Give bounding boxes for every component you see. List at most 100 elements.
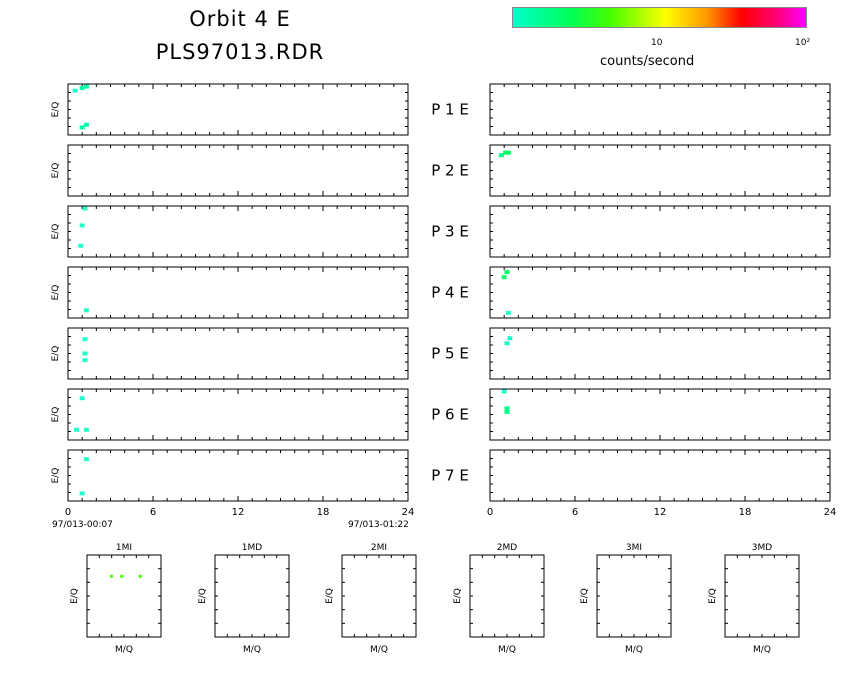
y-axis-label: E/Q <box>51 346 61 362</box>
mq-x-axis-label: M/Q <box>498 645 516 655</box>
left-panel-3-data-cell <box>82 206 88 211</box>
mq-x-axis-label: M/Q <box>115 645 133 655</box>
mq-y-axis-label: E/Q <box>708 588 718 604</box>
left-panel-4-frame <box>67 266 409 319</box>
left-panel-5-frame <box>67 327 409 380</box>
panel-label: P 4 E <box>431 284 469 302</box>
mq-x-axis-label: M/Q <box>370 645 388 655</box>
colorbar-tick-10: 10 <box>651 38 663 48</box>
panel-label: P 3 E <box>431 223 469 241</box>
left-panel-7-data-cell <box>79 491 85 496</box>
mq-y-axis-label: E/Q <box>70 588 80 604</box>
right-panel-2-frame <box>489 144 831 197</box>
right-x-tick-label: 24 <box>824 507 837 518</box>
x-end-time-label: 97/013-01:22 <box>348 520 409 530</box>
panel-label: P 1 E <box>431 101 469 119</box>
mq-panel-title: 2MI <box>371 543 387 553</box>
panel-label: P 2 E <box>431 162 469 180</box>
left-panel-1-data-cell <box>79 125 85 130</box>
left-panel-3-frame <box>67 205 409 258</box>
mq-y-axis-label: E/Q <box>580 588 590 604</box>
y-axis-label: E/Q <box>51 224 61 240</box>
mq-panel-1MI-data-cell <box>138 574 142 578</box>
y-axis-label: E/Q <box>51 163 61 179</box>
mq-y-axis-label: E/Q <box>325 588 335 604</box>
panel-label: P 5 E <box>431 345 469 363</box>
left-panel-3-data-cell <box>79 223 85 228</box>
right-panel-2-data-cell <box>505 150 511 155</box>
right-panel-7-frame <box>489 449 831 502</box>
left-x-tick-label: 0 <box>65 507 71 518</box>
left-panel-1-data-cell <box>72 88 78 93</box>
right-panel-1-frame <box>489 83 831 136</box>
mq-x-axis-label: M/Q <box>625 645 643 655</box>
y-axis-label: E/Q <box>51 407 61 423</box>
panel-label: P 6 E <box>431 406 469 424</box>
y-axis-label: E/Q <box>51 285 61 301</box>
left-panel-1-data-cell <box>83 122 89 127</box>
left-panel-6-data-cell <box>74 427 79 432</box>
colorbar-tick-100: 10² <box>795 38 811 48</box>
mq-panel-title: 3MI <box>626 543 642 553</box>
left-x-tick-label: 24 <box>402 507 415 518</box>
mq-panel-title: 1MD <box>242 543 262 553</box>
left-panel-5-data-cell <box>82 358 88 363</box>
left-panel-6-data-cell <box>83 427 89 432</box>
mq-panel-1MI-data-cell <box>109 574 113 578</box>
right-panel-5-data-cell <box>504 341 510 346</box>
plot-title: Orbit 4 E <box>189 7 291 31</box>
right-panel-2-data-cell <box>498 153 504 158</box>
right-panel-4-data-cell <box>501 275 507 280</box>
mq-x-axis-label: M/Q <box>753 645 771 655</box>
mq-panel-title: 2MD <box>497 543 517 553</box>
mq-y-axis-label: E/Q <box>198 588 208 604</box>
left-panel-5-data-cell <box>82 351 88 356</box>
left-panel-1-data-cell <box>83 84 89 89</box>
mq-panel-title: 1MI <box>116 543 132 553</box>
left-panel-7-data-cell <box>83 457 89 462</box>
mq-panel-1MD-frame <box>214 554 290 638</box>
right-panel-6-data-cell <box>504 409 510 414</box>
left-panel-1-data-cell <box>79 86 85 91</box>
right-panel-5-data-cell <box>507 336 513 341</box>
left-panel-5-data-cell <box>82 337 88 342</box>
mq-panel-2MI-frame <box>341 554 417 638</box>
left-x-tick-label: 6 <box>150 507 156 518</box>
y-axis-label: E/Q <box>51 102 61 118</box>
left-x-tick-label: 18 <box>317 507 330 518</box>
left-panel-6-frame <box>67 388 409 441</box>
colorbar-unit-label: counts/second <box>600 54 695 69</box>
left-panel-6-data-cell <box>79 396 85 401</box>
right-x-tick-label: 12 <box>654 507 667 518</box>
left-x-tick-label: 12 <box>232 507 245 518</box>
right-panel-4-data-cell <box>505 310 511 315</box>
x-start-time-label: 97/013-00:07 <box>52 520 113 530</box>
mq-panel-3MD-frame <box>724 554 800 638</box>
mq-panel-1MI-frame <box>86 554 162 638</box>
left-panel-3-data-cell <box>78 243 84 248</box>
right-panel-6-frame <box>489 388 831 441</box>
right-panel-4-data-cell <box>504 270 510 275</box>
y-axis-label: E/Q <box>51 468 61 484</box>
left-panel-4-data-cell <box>83 308 89 313</box>
right-panel-6-data-cell <box>501 389 507 394</box>
right-panel-2-data-cell <box>503 150 509 155</box>
panel-label: P 7 E <box>431 467 469 485</box>
left-panel-7-frame <box>67 449 409 502</box>
mq-panel-title: 3MD <box>752 543 772 553</box>
right-x-tick-label: 18 <box>739 507 752 518</box>
right-panel-5-frame <box>489 327 831 380</box>
right-panel-6-data-cell <box>504 406 510 411</box>
mq-panel-3MI-frame <box>596 554 672 638</box>
mq-panel-1MI-data-cell <box>120 574 124 578</box>
left-panel-1-frame <box>67 83 409 136</box>
mq-panel-2MD-frame <box>469 554 545 638</box>
right-panel-3-frame <box>489 205 831 258</box>
left-panel-2-frame <box>67 144 409 197</box>
plot-subtitle: PLS97013.RDR <box>155 40 325 64</box>
right-x-tick-label: 6 <box>572 507 578 518</box>
mq-y-axis-label: E/Q <box>453 588 463 604</box>
right-panel-4-frame <box>489 266 831 319</box>
right-x-tick-label: 0 <box>487 507 493 518</box>
